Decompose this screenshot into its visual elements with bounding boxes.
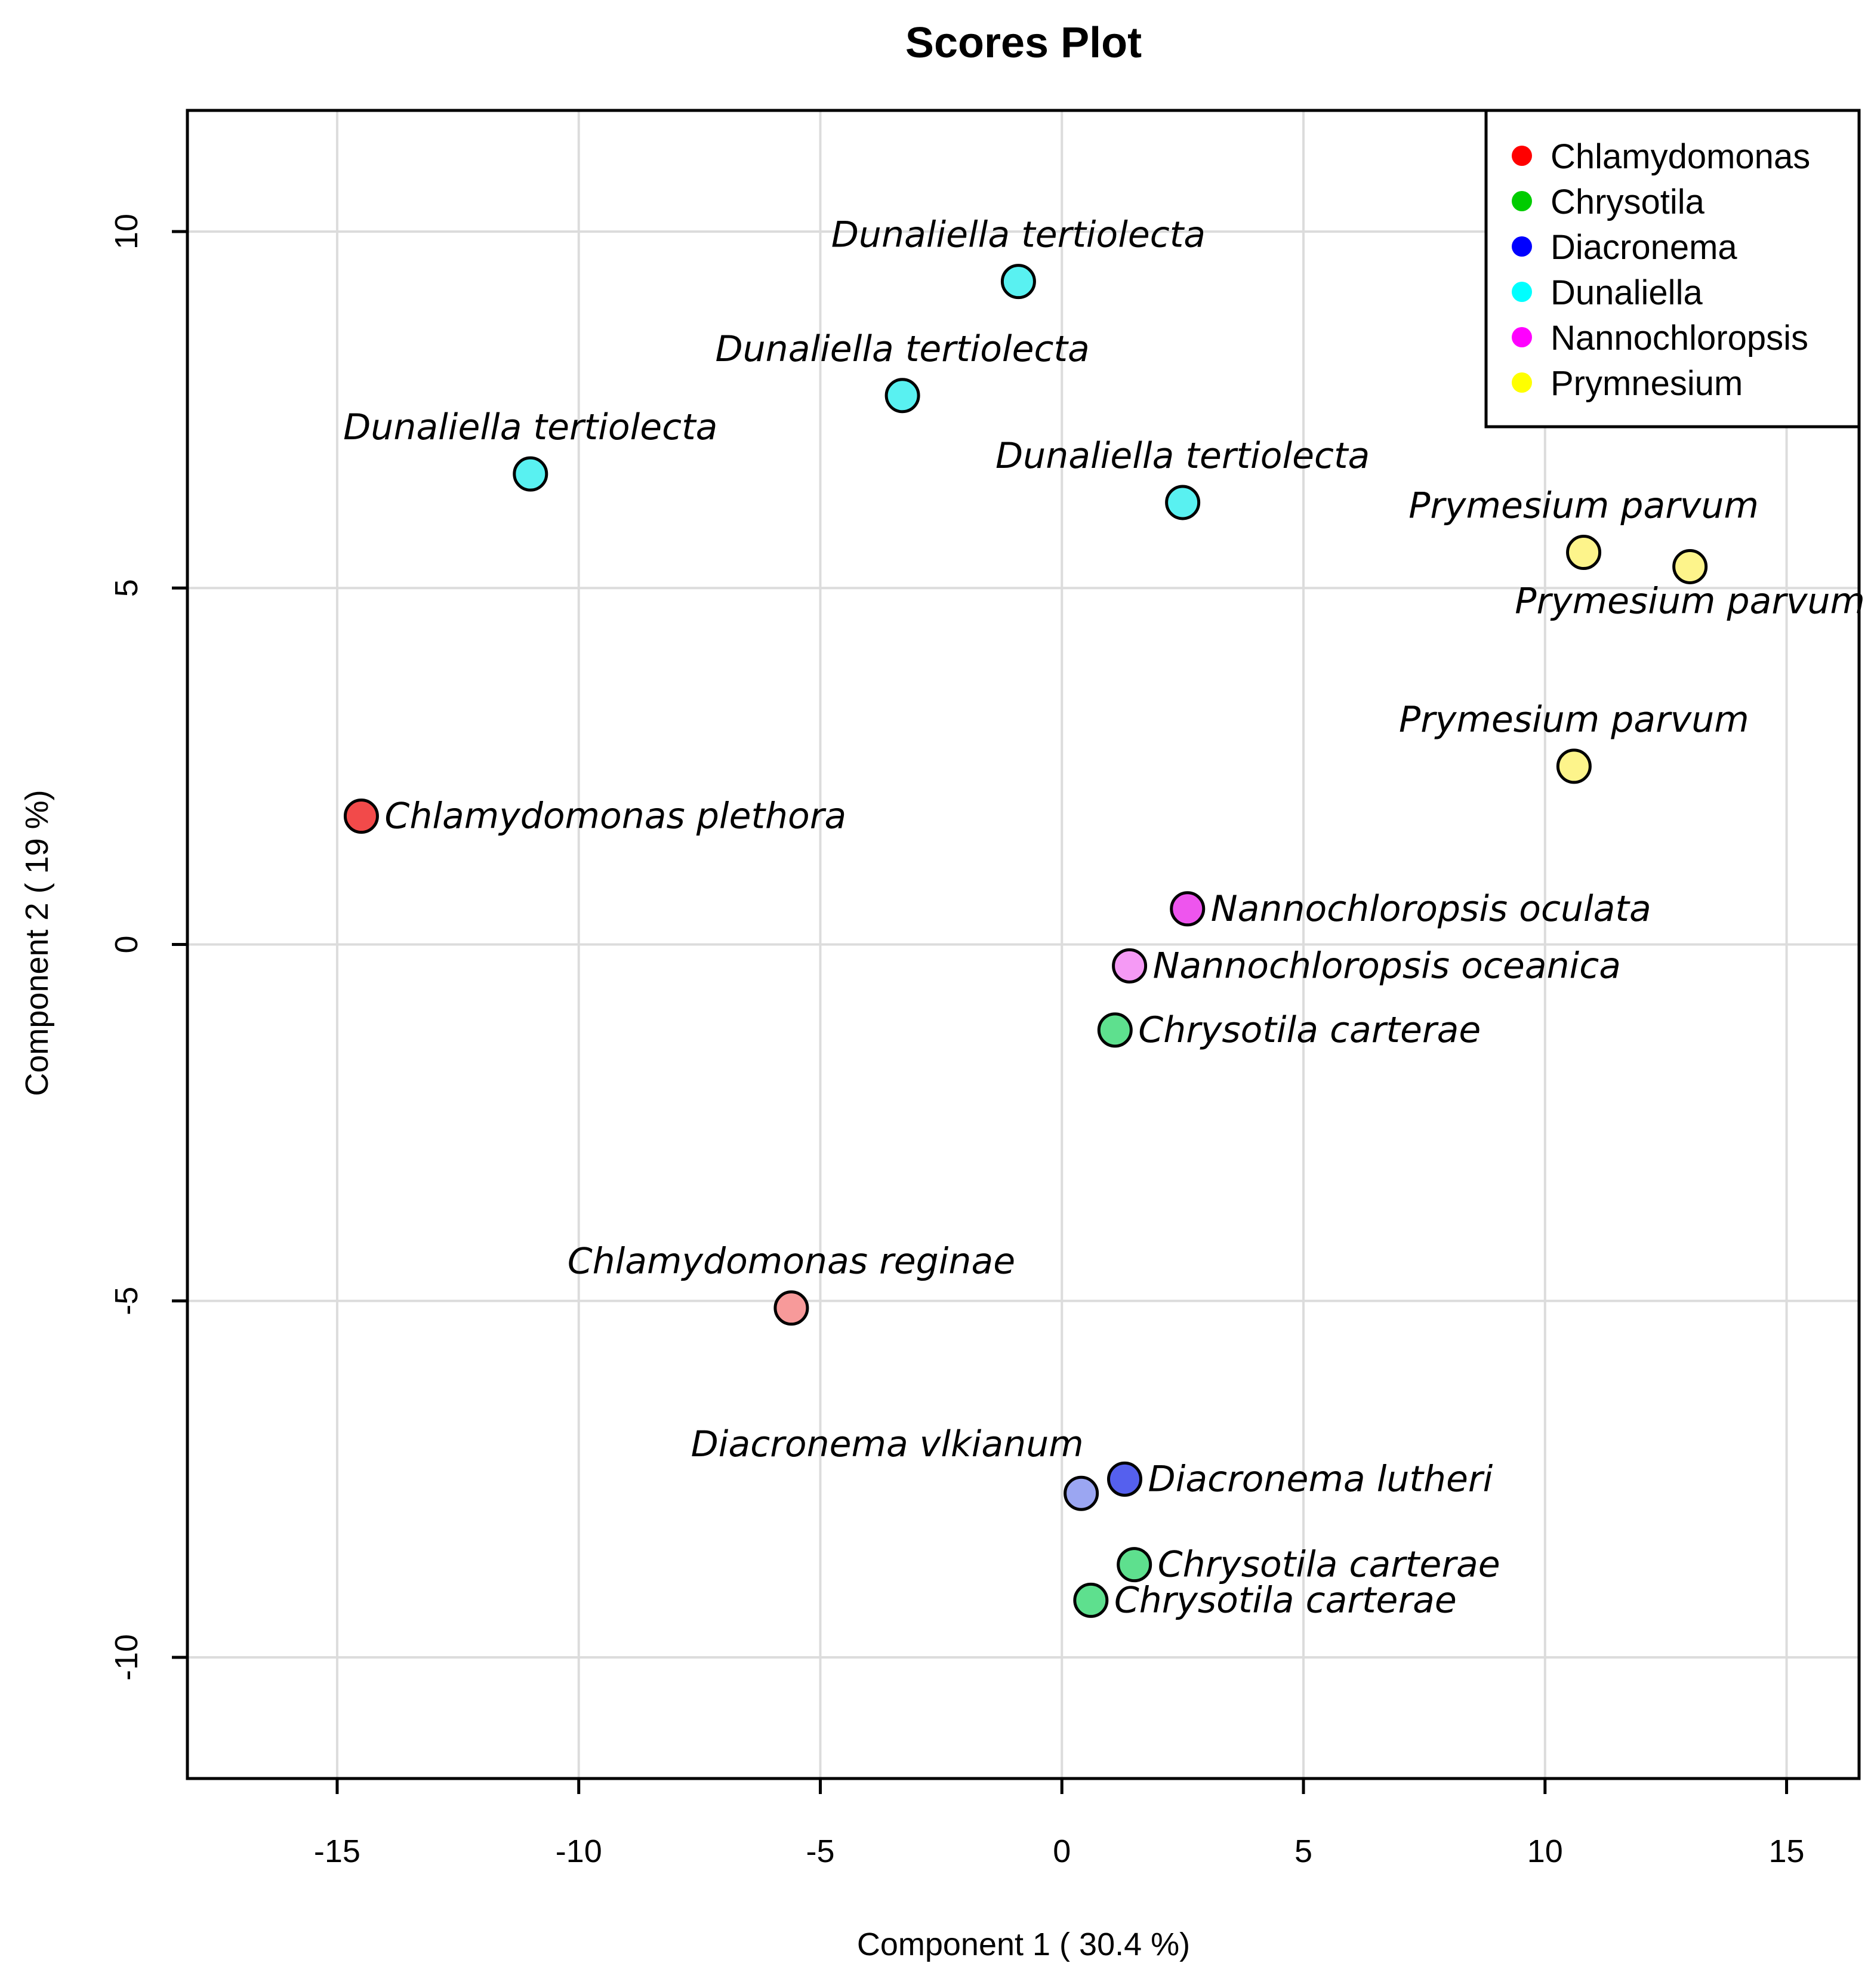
x-tick-label: -15: [314, 1833, 360, 1869]
data-point-prymnesium: [1566, 535, 1602, 571]
point-label: Dunaliella tertiolecta: [343, 406, 717, 448]
x-tick-label: 5: [1294, 1833, 1312, 1869]
y-axis: -10 -5 0 5 10: [109, 214, 187, 1681]
data-points: [343, 264, 1708, 1618]
point-label: Dunaliella tertiolecta: [715, 328, 1089, 370]
x-tick-label: 0: [1053, 1833, 1071, 1869]
legend-swatch: [1512, 191, 1532, 211]
data-point-dunaliella: [884, 378, 920, 414]
point-label: Chrysotila carterae: [1114, 1579, 1457, 1621]
x-tick-label: -10: [556, 1833, 602, 1869]
x-axis-title: Component 1 ( 30.4 %): [857, 1927, 1190, 1962]
point-label: Chrysotila carterae: [1138, 1009, 1481, 1051]
legend-swatch: [1512, 236, 1532, 257]
data-point-dunaliella: [513, 456, 548, 492]
x-tick-label: -5: [806, 1833, 834, 1869]
y-tick-label: 0: [109, 935, 144, 953]
point-label: Prymesium parvum: [1408, 485, 1759, 527]
point-label: Diacronema vlkianum: [691, 1423, 1084, 1465]
data-point-dunaliella: [1000, 264, 1036, 300]
point-label: Diacronema lutheri: [1148, 1458, 1493, 1500]
data-point-chlamydomonas: [773, 1290, 809, 1326]
data-point-dunaliella: [1165, 485, 1201, 520]
data-point-prymnesium: [1556, 748, 1592, 784]
point-label: Nannochloropsis oceanica: [1153, 945, 1621, 987]
y-axis-title: Component 2 ( 19 %): [19, 790, 55, 1096]
point-label: Prymesium parvum: [1515, 580, 1865, 622]
y-tick-label: 5: [109, 579, 144, 597]
legend-label: Chlamydomonas: [1551, 137, 1810, 176]
legend-label: Prymnesium: [1551, 364, 1743, 403]
legend: Chlamydomonas Chrysotila Diacronema Dunalie…: [1484, 109, 1861, 429]
y-tick-label: -10: [109, 1634, 144, 1681]
data-point-chrysotila: [1117, 1547, 1152, 1583]
x-tick-label: 10: [1527, 1833, 1563, 1869]
point-label: Nannochloropsis oculata: [1211, 888, 1651, 930]
legend-label: Nannochloropsis: [1551, 319, 1808, 357]
data-point-chrysotila: [1097, 1012, 1133, 1048]
legend-swatch: [1512, 372, 1532, 393]
data-point-chrysotila: [1073, 1582, 1109, 1618]
data-point-chlamydomonas: [343, 799, 379, 834]
legend-label: Diacronema: [1551, 228, 1737, 267]
data-point-prymnesium: [1672, 548, 1708, 584]
data-point-diacronema: [1064, 1475, 1099, 1511]
point-label: Dunaliella tertiolecta: [831, 214, 1206, 256]
data-point-diacronema: [1107, 1461, 1143, 1497]
x-axis: -15 -10 -5 0 5 10 15: [314, 1779, 1805, 1869]
chart-title: Scores Plot: [905, 19, 1142, 67]
legend-swatch: [1512, 146, 1532, 166]
point-label: Prymesium parvum: [1399, 699, 1749, 741]
y-tick-label: 10: [109, 214, 144, 249]
legend-box: [1484, 109, 1861, 429]
y-tick-label: -5: [109, 1287, 144, 1315]
legend-label: Dunaliella: [1551, 273, 1703, 312]
data-point-nannochloropsis: [1112, 948, 1148, 984]
point-label: Dunaliella tertiolecta: [995, 435, 1370, 477]
point-labels: Dunaliella tertiolecta Dunaliella tertiol…: [343, 214, 1865, 1622]
x-tick-label: 15: [1769, 1833, 1805, 1869]
point-label: Chlamydomonas plethora: [384, 796, 846, 837]
legend-swatch: [1512, 327, 1532, 347]
legend-swatch: [1512, 282, 1532, 302]
point-label: Chrysotila carterae: [1158, 1544, 1500, 1586]
data-point-nannochloropsis: [1170, 891, 1206, 927]
point-label: Chlamydomonas reginae: [568, 1241, 1015, 1283]
legend-label: Chrysotila: [1551, 183, 1705, 221]
